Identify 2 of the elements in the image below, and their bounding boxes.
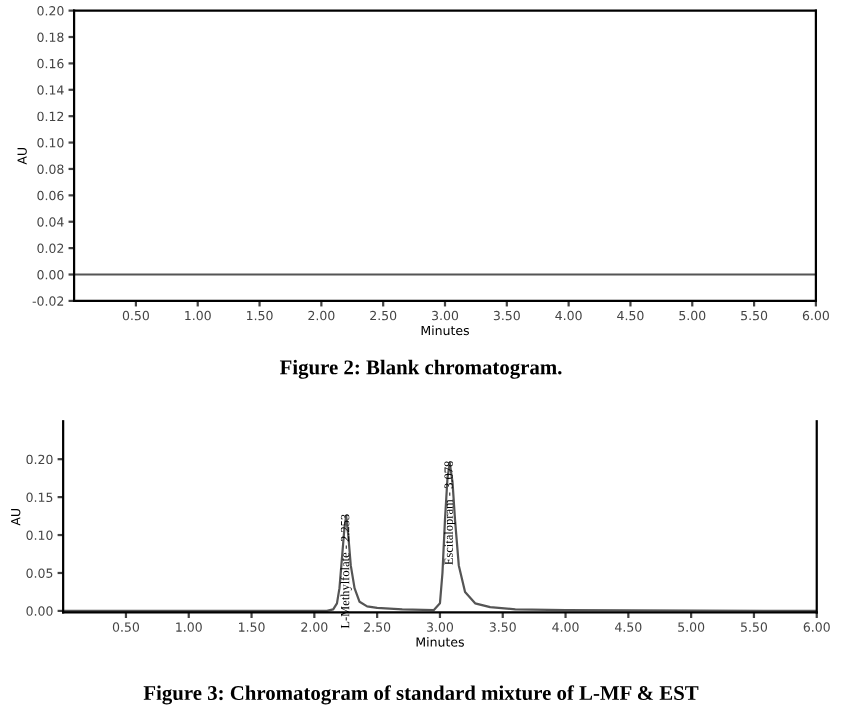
caption: Figure 3: Chromatogram of standard mixture of L-MF & EST (143, 685, 699, 705)
caption: Figure 2: Blank chromatogram. (279, 359, 562, 379)
